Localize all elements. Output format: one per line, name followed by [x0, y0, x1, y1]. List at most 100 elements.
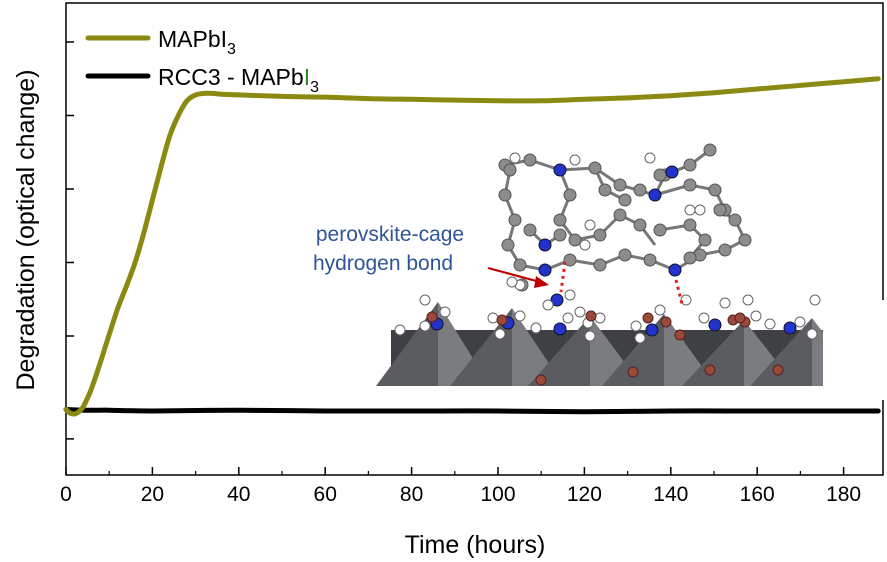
- carbon-atom-11: [513, 258, 527, 272]
- hydrogen-atom-8: [542, 299, 554, 311]
- nitrogen-atom-11: [708, 318, 722, 332]
- hydrogen-atom-20: [594, 312, 606, 324]
- carbon-atom-29: [703, 143, 717, 157]
- hydrogen-atom-16: [514, 310, 526, 322]
- carbon-atom-34: [698, 233, 712, 247]
- nitrogen-atom-3: [668, 263, 682, 277]
- hydrogen-atom-17: [494, 328, 506, 340]
- nitrogen-atom-2: [538, 263, 552, 277]
- hydrogen-atom-1: [569, 154, 581, 166]
- iodine-atom-9: [704, 364, 716, 376]
- carbon-atom-23: [568, 233, 582, 247]
- hydrogen-atom-0: [509, 152, 521, 164]
- hydrogen-atom-31: [794, 316, 806, 328]
- carbon-atom-31: [618, 193, 632, 207]
- carbon-atom-35: [683, 251, 697, 265]
- carbon-atom-7: [503, 163, 517, 177]
- carbon-atom-3: [613, 178, 627, 192]
- carbon-atom-25: [613, 208, 627, 222]
- carbon-atom-12: [563, 253, 577, 267]
- hydrogen-atom-35: [684, 204, 696, 216]
- nitrogen-atom-1: [648, 188, 662, 202]
- carbon-atom-5: [708, 183, 722, 197]
- hydrogen-atom-22: [630, 320, 642, 332]
- x-tick-label-180: 180: [826, 483, 861, 506]
- iodine-atom-12: [734, 312, 746, 324]
- x-tick-label-80: 80: [400, 483, 423, 506]
- hydrogen-atom-12: [439, 306, 451, 318]
- carbon-atom-26: [633, 218, 647, 232]
- x-tick-label-120: 120: [567, 483, 602, 506]
- hydrogen-atom-30: [764, 318, 776, 330]
- nitrogen-atom-6: [550, 293, 564, 307]
- nitrogen-atom-7: [553, 322, 567, 336]
- hydrogen-atom-24: [634, 332, 646, 344]
- hydrogen-atom-14: [394, 324, 406, 336]
- hydrogen-bond-2: [674, 279, 684, 305]
- annotation-arrow-shaft: [487, 266, 541, 284]
- carbon-atom-21: [563, 188, 577, 202]
- x-tick-label-100: 100: [480, 483, 515, 506]
- carbon-atom-33: [683, 218, 697, 232]
- octahedron-left-2: [528, 316, 590, 386]
- inset-clip-right: [823, 300, 887, 400]
- hydrogen-atom-25: [680, 294, 692, 306]
- carbon-atom-36: [523, 223, 537, 237]
- hydrogen-atom-32: [809, 294, 821, 306]
- series-line-mapbi3: [63, 76, 881, 417]
- carbon-atom-32: [653, 223, 667, 237]
- carbon-atom-14: [618, 248, 632, 262]
- carbon-atom-17: [718, 243, 732, 257]
- hydrogen-atom-2: [644, 152, 656, 164]
- carbon-atom-24: [593, 228, 607, 242]
- carbon-atom-28: [683, 158, 697, 172]
- hydrogen-atom-28: [742, 294, 754, 306]
- hydrogen-atom-21: [584, 330, 596, 342]
- octahedron-left-4: [682, 320, 744, 386]
- axes: 0 20 40 60 80 100 120 140 160 180: [60, 2, 884, 506]
- x-tick-label-160: 160: [740, 483, 775, 506]
- carbon-atom-40: [633, 183, 647, 197]
- hydrogen-atom-13: [419, 320, 431, 332]
- carbon-atom-2: [588, 161, 602, 175]
- iodine-atom-0: [426, 311, 438, 323]
- iodine-atom-10: [772, 364, 784, 376]
- y-axis-label: Degradation (optical change): [12, 69, 40, 390]
- hydrogen-atom-11: [419, 294, 431, 306]
- octahedron-left-5: [750, 318, 812, 386]
- hydrogen-atom-18: [530, 322, 542, 334]
- hydrogen-atom-23: [654, 304, 666, 316]
- hydrogen-atom-33: [806, 328, 818, 340]
- legend-label-mapbi3: MAPbI3: [158, 26, 236, 58]
- iodine-atom-11: [674, 329, 686, 341]
- carbon-atom-22: [553, 213, 567, 227]
- nitrogen-atom-0: [553, 163, 567, 177]
- annotation-line-1: perovskite-cage: [316, 223, 464, 246]
- hydrogen-atom-15: [487, 312, 499, 324]
- carbon-atom-1: [523, 153, 537, 167]
- hydrogen-atom-29: [750, 310, 762, 322]
- molecular-structure-inset: [376, 143, 887, 400]
- hydrogen-atom-6: [506, 276, 518, 288]
- hydrogen-atom-4: [579, 239, 591, 251]
- carbon-atom-30: [598, 183, 612, 197]
- x-tick-label-140: 140: [653, 483, 688, 506]
- hydrogen-atom-27: [719, 297, 731, 309]
- carbon-atom-13: [593, 258, 607, 272]
- carbon-atom-4: [683, 178, 697, 192]
- annotation-arrow-head: [534, 276, 549, 288]
- nitrogen-atom-5: [665, 165, 679, 179]
- carbon-atom-19: [728, 213, 742, 227]
- annotation-line-2: hydrogen bond: [313, 252, 453, 275]
- iodine-atom-8: [627, 366, 639, 378]
- hydrogen-atom-34: [584, 219, 596, 231]
- x-tick-label-60: 60: [314, 483, 337, 506]
- carbon-atom-9: [508, 213, 522, 227]
- octahedron-left-1: [450, 308, 512, 386]
- x-tick-label-0: 0: [60, 483, 72, 506]
- x-tick-label-40: 40: [227, 483, 250, 506]
- x-tick-label-20: 20: [141, 483, 164, 506]
- hydrogen-bond-annotation: perovskite-cage hydrogen bond: [313, 223, 549, 288]
- nitrogen-atom-10: [645, 323, 659, 337]
- series-layer: [63, 76, 881, 417]
